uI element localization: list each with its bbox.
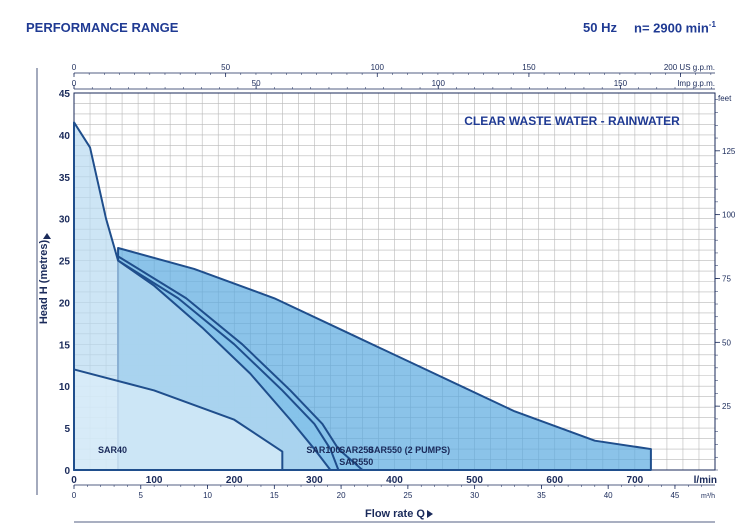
imp-gpm-tick-label: 150 — [614, 79, 628, 88]
x-axis-arrow-icon — [427, 510, 433, 518]
us-gpm-tick-label: 0 — [72, 63, 77, 72]
x-unit-label: l/min — [694, 475, 717, 486]
performance-areas — [73, 121, 652, 471]
series-area-sar40 — [73, 368, 284, 471]
y-tick-label: 40 — [59, 131, 71, 142]
y-axis-arrow-icon — [43, 233, 51, 239]
m3h-tick-label: 25 — [403, 491, 412, 500]
imp-gpm-tick-label: 50 — [252, 79, 261, 88]
m3h-tick-label: 30 — [470, 491, 479, 500]
frequency-label: 50 Hz — [583, 20, 617, 35]
y-tick-label: 15 — [59, 340, 71, 351]
feet-tick-label: 25 — [722, 402, 731, 411]
us-gpm-tick-label: 100 — [371, 63, 385, 72]
m3h-tick-label: 35 — [537, 491, 546, 500]
feet-tick-label: 125 — [722, 147, 736, 156]
y-tick-label: 35 — [59, 173, 71, 184]
y-tick-label: 25 — [59, 257, 71, 268]
series-area-sar100 — [73, 121, 332, 471]
x-tick-label: 300 — [306, 475, 323, 486]
m3h-tick-label: 5 — [139, 491, 144, 500]
y-tick-label: 45 — [59, 89, 71, 100]
us-gpm-tick-label: 150 — [522, 63, 536, 72]
m3h-tick-label: 40 — [604, 491, 613, 500]
m3h-unit-label: m³/h — [701, 493, 715, 500]
series-label-sar250: SAR250 — [339, 445, 373, 455]
y-tick-label: 0 — [64, 466, 70, 477]
m3h-tick-label: 45 — [670, 491, 679, 500]
x-tick-label: 100 — [146, 475, 163, 486]
speed-exponent: -1 — [708, 20, 716, 29]
imp-gpm-unit-label: Imp g.p.m. — [677, 79, 715, 88]
feet-unit-label: feet — [718, 94, 732, 103]
y-axis-label: Head H (metres) — [38, 239, 50, 324]
m3h-tick-label: 15 — [270, 491, 279, 500]
series-label-sar550-2-pumps-: SAR550 (2 PUMPS) — [368, 445, 450, 455]
y-tick-label: 30 — [59, 215, 71, 226]
feet-tick-label: 50 — [722, 338, 731, 347]
m3h-tick-label: 10 — [203, 491, 212, 500]
x-tick-label: 500 — [466, 475, 483, 486]
series-label-sar100: SAR100 — [306, 445, 340, 455]
x-tick-label: 700 — [627, 475, 644, 486]
m3h-tick-label: 20 — [337, 491, 346, 500]
imp-gpm-tick-label: 100 — [432, 79, 446, 88]
feet-tick-label: 100 — [722, 211, 736, 220]
chart-axes: 0 100 200 300 400 500 600 700 l/min0510152025303… — [36, 63, 736, 523]
y-tick-label: 10 — [59, 382, 71, 393]
y-tick-label: 20 — [59, 298, 71, 309]
series-label-sar550: SAR550 — [339, 457, 373, 467]
speed-label: n= 2900 min-1 — [634, 20, 716, 35]
series-label-sar40: SAR40 — [98, 445, 127, 455]
page-title: PERFORMANCE RANGE — [26, 20, 179, 35]
us-gpm-unit-label: 200 US g.p.m. — [664, 63, 715, 72]
x-tick-label: 400 — [386, 475, 403, 486]
m3h-tick-label: 0 — [72, 491, 77, 500]
x-tick-label: 600 — [546, 475, 563, 486]
speed-value: n= 2900 min — [634, 20, 709, 36]
x-axis-label: Flow rate Q — [365, 508, 425, 520]
y-tick-label: 5 — [64, 424, 70, 435]
us-gpm-tick-label: 50 — [221, 63, 230, 72]
chart-title: CLEAR WASTE WATER - RAINWATER — [464, 114, 680, 128]
x-tick-label: 0 — [71, 475, 77, 486]
imp-gpm-tick-label: 0 — [72, 79, 77, 88]
x-tick-label: 200 — [226, 475, 243, 486]
feet-tick-label: 75 — [722, 274, 731, 283]
